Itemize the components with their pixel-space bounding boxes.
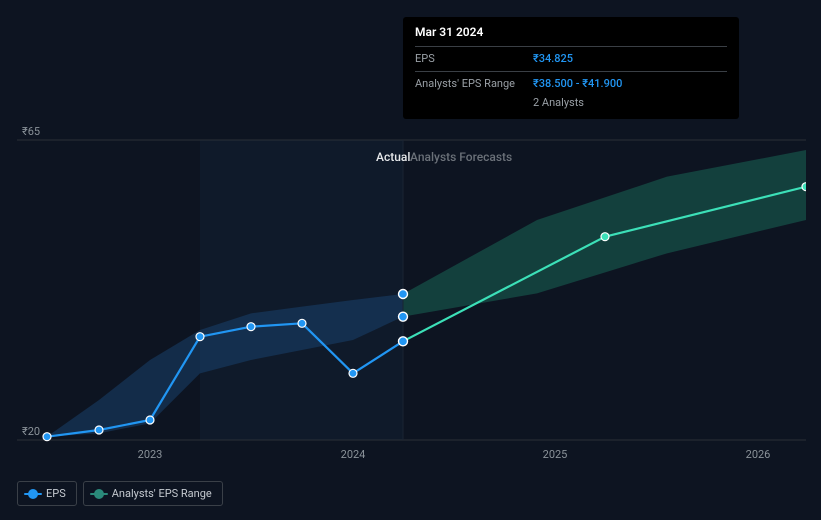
x-axis-label: 2026 <box>746 448 771 461</box>
legend-eps-label: EPS <box>46 487 66 500</box>
legend-dot-range <box>94 489 104 499</box>
tooltip-range-value: ₹38.500 - ₹41.900 <box>533 77 622 90</box>
tooltip-analyst-count: 2 Analysts <box>415 93 727 109</box>
forecasts-section-label: Analysts Forecasts <box>410 150 512 164</box>
tooltip-range-label: Analysts' EPS Range <box>415 77 533 90</box>
x-axis-label: 2024 <box>341 448 366 461</box>
y-axis-min-label: ₹20 <box>22 425 40 438</box>
x-axis-label: 2025 <box>543 448 568 461</box>
legend-range-label: Analysts' EPS Range <box>112 487 212 500</box>
legend-dot-eps <box>28 489 38 499</box>
tooltip-eps-value: ₹34.825 <box>533 52 573 65</box>
chart-tooltip: Mar 31 2024 EPS ₹34.825 Analysts' EPS Ra… <box>403 17 739 119</box>
legend-eps[interactable]: EPS <box>17 481 77 506</box>
x-axis-label: 2023 <box>138 448 163 461</box>
legend-range[interactable]: Analysts' EPS Range <box>83 481 223 506</box>
tooltip-date: Mar 31 2024 <box>415 25 727 43</box>
tooltip-eps-label: EPS <box>415 52 533 65</box>
y-axis-max-label: ₹65 <box>22 125 40 138</box>
actual-section-label: Actual <box>376 150 410 164</box>
chart-legend: EPS Analysts' EPS Range <box>17 481 223 506</box>
